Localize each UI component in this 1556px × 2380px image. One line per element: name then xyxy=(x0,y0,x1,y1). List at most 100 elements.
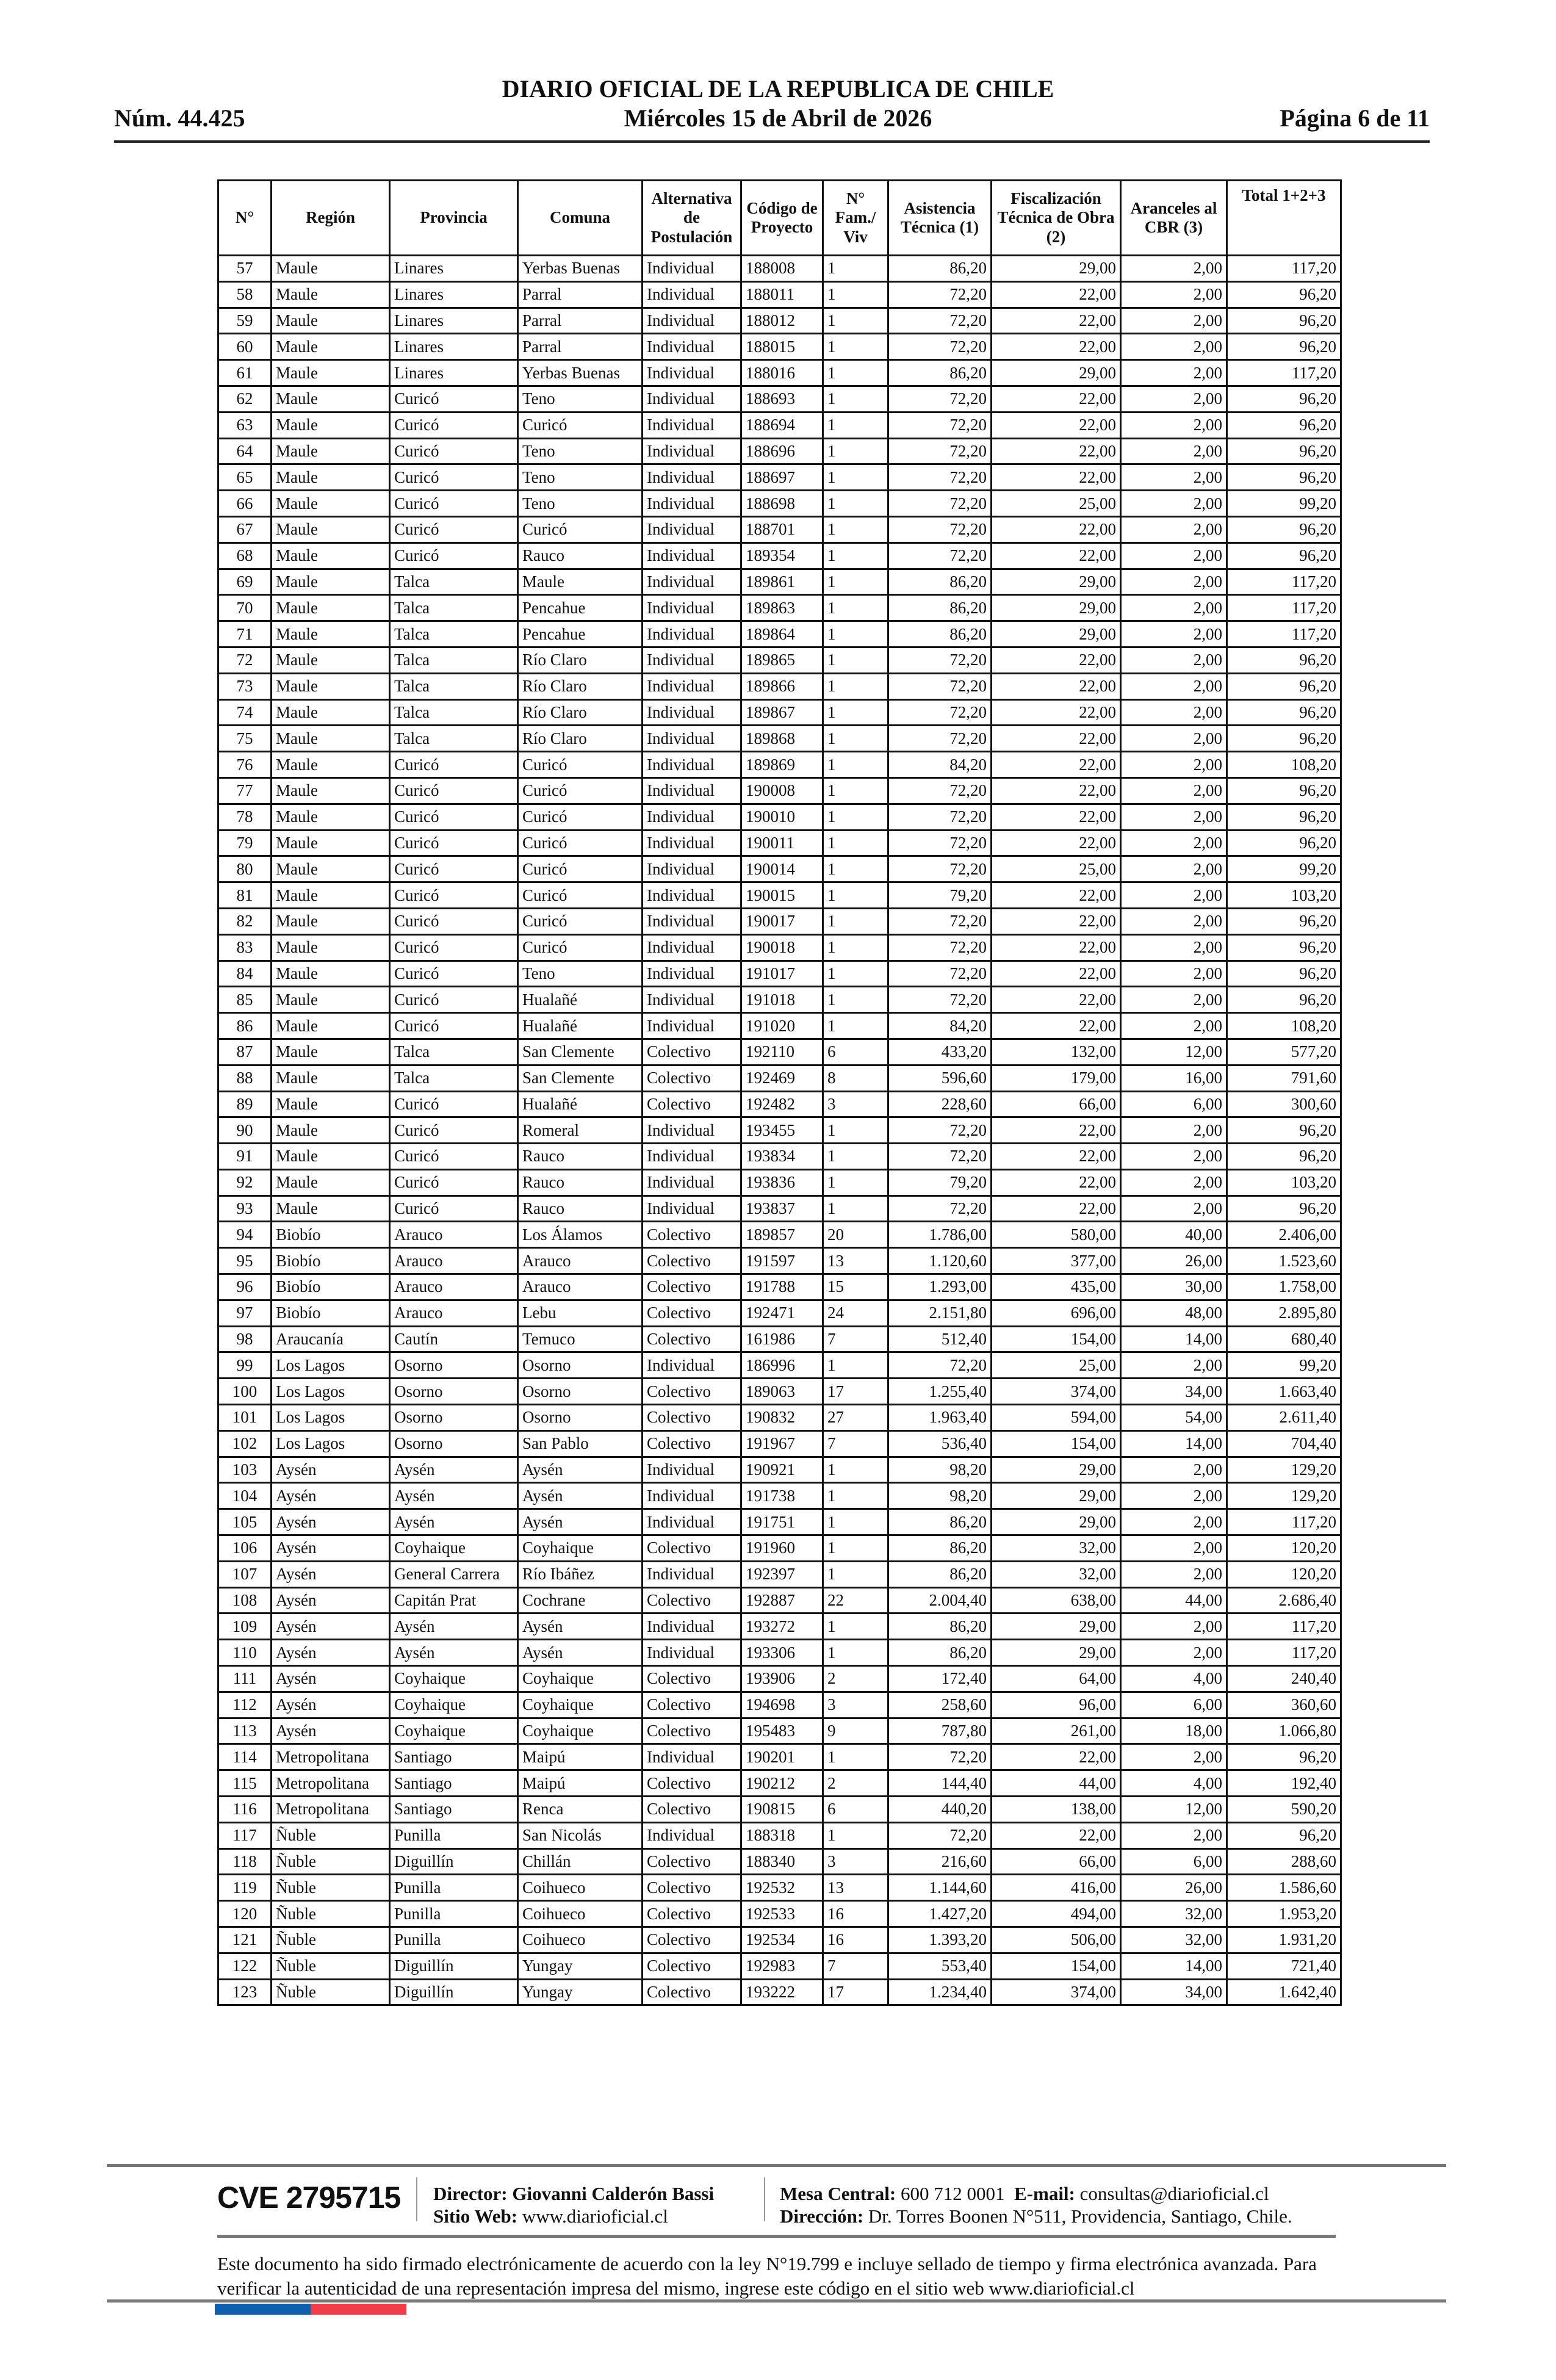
table-row: 119 Ñuble Punilla Coihueco Colectivo 192532 13… xyxy=(217,1873,1342,1902)
table-row: 77 Maule Curicó Curicó Individual 190008 1 72,2… xyxy=(217,776,1342,805)
cell-region: Metropolitana xyxy=(270,1795,391,1823)
cell-row-number: 123 xyxy=(217,1978,272,2007)
cell-asistencia: 86,20 xyxy=(887,568,992,596)
cell-row-number: 84 xyxy=(217,959,272,988)
cell-familias: 1 xyxy=(822,306,889,335)
cell-aranceles: 2,00 xyxy=(1120,1482,1228,1510)
col-header-asistencia: Asistencia Técnica (1) xyxy=(887,179,992,256)
cell-alternativa: Individual xyxy=(641,933,742,962)
cell-region: Los Lagos xyxy=(270,1351,391,1380)
cell-asistencia: 86,20 xyxy=(887,1639,992,1667)
cell-aranceles: 2,00 xyxy=(1120,1560,1228,1588)
cell-total: 117,20 xyxy=(1226,359,1342,387)
cell-region: Maule xyxy=(270,751,391,779)
cell-region: Aysén xyxy=(270,1586,391,1615)
cell-region: Maule xyxy=(270,280,391,309)
cell-region: Maule xyxy=(270,802,391,831)
cell-fiscalizacion: 22,00 xyxy=(990,933,1122,962)
cell-provincia: Punilla xyxy=(389,1821,519,1850)
cell-asistencia: 787,80 xyxy=(887,1717,992,1745)
cell-row-number: 78 xyxy=(217,802,272,831)
cell-region: Maule xyxy=(270,254,391,283)
cell-comuna: Río Ibáñez xyxy=(517,1560,643,1588)
cell-total: 120,20 xyxy=(1226,1560,1342,1588)
cell-row-number: 81 xyxy=(217,881,272,909)
cell-comuna: Río Claro xyxy=(517,698,643,727)
page-number: Página 6 de 11 xyxy=(1280,104,1430,132)
cell-codigo: 191960 xyxy=(740,1534,824,1562)
cell-codigo: 188694 xyxy=(740,411,824,439)
cell-total: 590,20 xyxy=(1226,1795,1342,1823)
cell-total: 577,20 xyxy=(1226,1037,1342,1066)
cell-total: 129,20 xyxy=(1226,1455,1342,1484)
cell-fiscalizacion: 22,00 xyxy=(990,907,1122,936)
cell-alternativa: Colectivo xyxy=(641,1900,742,1928)
cell-familias: 1 xyxy=(822,1612,889,1641)
table-row: 68 Maule Curicó Rauco Individual 189354 1 72,20… xyxy=(217,541,1342,570)
cell-asistencia: 72,20 xyxy=(887,280,992,309)
cell-comuna: Coihueco xyxy=(517,1900,643,1928)
cell-row-number: 75 xyxy=(217,724,272,753)
cell-alternativa: Colectivo xyxy=(641,1586,742,1615)
cell-alternativa: Individual xyxy=(641,306,742,335)
cell-codigo: 186996 xyxy=(740,1351,824,1380)
cell-codigo: 193834 xyxy=(740,1142,824,1170)
table-row: 73 Maule Talca Río Claro Individual 189866 1 72… xyxy=(217,672,1342,701)
address-label: Dirección: xyxy=(780,2205,864,2227)
cell-codigo: 190201 xyxy=(740,1743,824,1772)
cell-total: 120,20 xyxy=(1226,1534,1342,1562)
cell-fiscalizacion: 154,00 xyxy=(990,1325,1122,1354)
cell-row-number: 103 xyxy=(217,1455,272,1484)
cell-asistencia: 72,20 xyxy=(887,515,992,544)
cell-codigo: 191597 xyxy=(740,1247,824,1275)
cell-familias: 1 xyxy=(822,411,889,439)
cell-region: Metropolitana xyxy=(270,1769,391,1798)
cell-fiscalizacion: 22,00 xyxy=(990,959,1122,988)
cell-fiscalizacion: 179,00 xyxy=(990,1064,1122,1092)
cell-codigo: 188696 xyxy=(740,437,824,466)
cell-aranceles: 2,00 xyxy=(1120,698,1228,727)
cell-comuna: Rauco xyxy=(517,541,643,570)
table-row: 99 Los Lagos Osorno Osorno Individual 186996 1… xyxy=(217,1351,1342,1380)
cell-region: Maule xyxy=(270,437,391,466)
cell-aranceles: 2,00 xyxy=(1120,855,1228,884)
cell-alternativa: Individual xyxy=(641,515,742,544)
cell-row-number: 101 xyxy=(217,1404,272,1432)
cell-row-number: 82 xyxy=(217,907,272,936)
cell-comuna: San Clemente xyxy=(517,1064,643,1092)
cell-alternativa: Individual xyxy=(641,359,742,387)
cell-comuna: Coyhaique xyxy=(517,1717,643,1745)
cell-fiscalizacion: 22,00 xyxy=(990,437,1122,466)
cell-provincia: Coyhaique xyxy=(389,1690,519,1719)
web-link[interactable]: www.diarioficial.cl xyxy=(522,2205,668,2227)
cell-codigo: 190212 xyxy=(740,1769,824,1798)
email-label: E-mail: xyxy=(1014,2183,1075,2204)
cell-comuna: Coyhaique xyxy=(517,1690,643,1719)
table-row: 107 Aysén General Carrera Río Ibáñez Individ… xyxy=(217,1560,1342,1588)
cell-comuna: Aysén xyxy=(517,1612,643,1641)
cell-codigo: 190921 xyxy=(740,1455,824,1484)
col-header-comuna: Comuna xyxy=(517,179,643,256)
cell-codigo: 191017 xyxy=(740,959,824,988)
cell-asistencia: 86,20 xyxy=(887,359,992,387)
cell-comuna: Hualañé xyxy=(517,1012,643,1040)
cell-asistencia: 72,20 xyxy=(887,1194,992,1223)
cell-codigo: 193306 xyxy=(740,1639,824,1667)
cell-comuna: Curicó xyxy=(517,411,643,439)
cell-fiscalizacion: 22,00 xyxy=(990,1821,1122,1850)
cell-row-number: 116 xyxy=(217,1795,272,1823)
cell-fiscalizacion: 32,00 xyxy=(990,1534,1122,1562)
col-header-fiscalizacion: Fiscalización Técnica de Obra (2) xyxy=(990,179,1122,256)
cell-region: Aysén xyxy=(270,1717,391,1745)
cell-comuna: Los Álamos xyxy=(517,1221,643,1249)
footer-divider xyxy=(107,2164,1446,2167)
cell-codigo: 190014 xyxy=(740,855,824,884)
cell-total: 96,20 xyxy=(1226,959,1342,988)
cell-total: 300,60 xyxy=(1226,1090,1342,1119)
cell-row-number: 79 xyxy=(217,829,272,857)
cell-fiscalizacion: 696,00 xyxy=(990,1299,1122,1327)
cell-codigo: 192983 xyxy=(740,1952,824,1980)
email-link[interactable]: consultas@diarioficial.cl xyxy=(1079,2183,1269,2204)
cell-codigo: 188701 xyxy=(740,515,824,544)
cell-row-number: 99 xyxy=(217,1351,272,1380)
